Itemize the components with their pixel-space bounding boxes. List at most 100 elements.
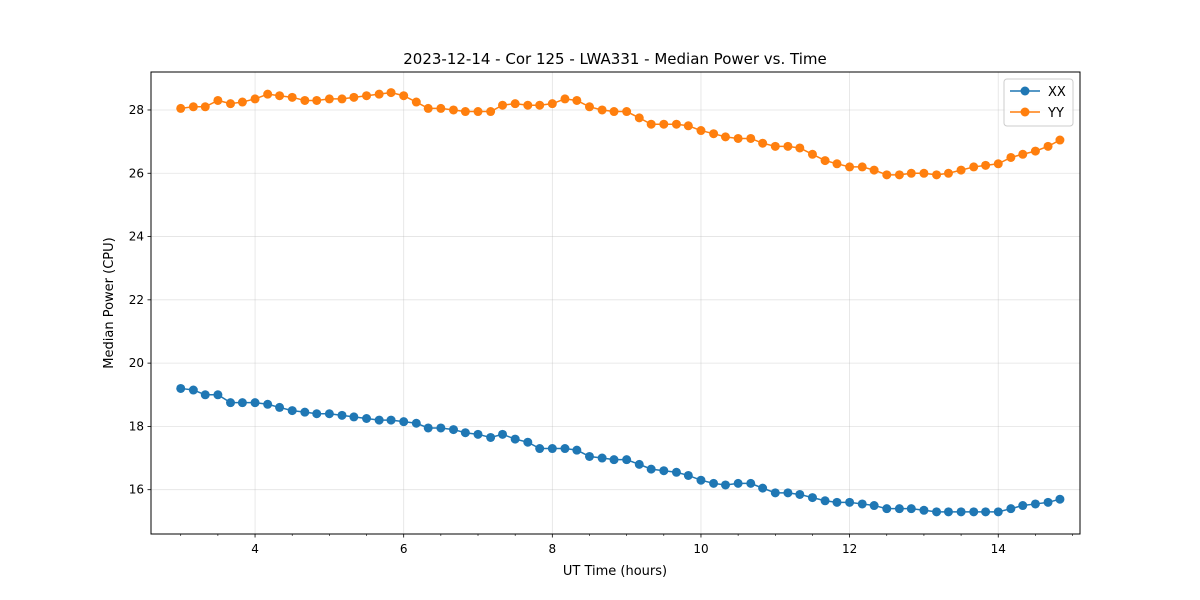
data-point-yy xyxy=(906,168,916,178)
data-point-yy xyxy=(250,94,260,104)
data-point-yy xyxy=(832,159,842,169)
data-point-xx xyxy=(634,459,644,469)
data-point-xx xyxy=(1018,501,1028,511)
data-point-xx xyxy=(436,423,446,433)
data-point-xx xyxy=(287,406,297,416)
data-point-xx xyxy=(399,417,409,427)
axis-ticks: 4 6 8 10 12 14 16 18 20 22 24 26 28 xyxy=(129,103,1073,556)
data-point-xx xyxy=(510,434,520,444)
data-point-yy xyxy=(362,91,372,101)
grid-lines xyxy=(151,72,1080,534)
x-tick-label: 4 xyxy=(251,542,259,556)
data-point-xx xyxy=(213,390,223,400)
data-point-xx xyxy=(869,501,879,511)
data-point-xx xyxy=(993,507,1003,517)
data-point-xx xyxy=(237,398,247,408)
data-point-yy xyxy=(733,133,743,143)
x-tick-label: 8 xyxy=(549,542,557,556)
legend-marker-yy xyxy=(1020,107,1030,117)
data-point-xx xyxy=(783,488,793,498)
data-point-xx xyxy=(263,399,273,409)
data-point-yy xyxy=(634,113,644,123)
data-point-xx xyxy=(720,480,730,490)
data-point-xx xyxy=(560,444,570,454)
chart-title: 2023-12-14 - Cor 125 - LWA331 - Median P… xyxy=(403,50,827,68)
legend-label-xx: XX xyxy=(1048,85,1066,100)
data-point-xx xyxy=(932,507,942,517)
data-point-xx xyxy=(448,425,458,435)
data-point-xx xyxy=(349,412,359,422)
data-point-yy xyxy=(770,141,780,151)
y-tick-label: 22 xyxy=(129,293,144,307)
data-point-xx xyxy=(683,470,693,480)
data-point-xx xyxy=(1043,497,1053,507)
data-point-xx xyxy=(646,464,656,474)
data-point-yy xyxy=(943,168,953,178)
data-point-xx xyxy=(758,483,768,493)
data-point-xx xyxy=(386,415,396,425)
data-point-yy xyxy=(807,149,817,159)
data-point-xx xyxy=(374,415,384,425)
data-point-yy xyxy=(882,170,892,180)
data-point-xx xyxy=(1006,504,1016,514)
data-point-xx xyxy=(857,499,867,509)
data-point-xx xyxy=(460,428,470,438)
data-point-yy xyxy=(845,162,855,172)
data-point-xx xyxy=(622,455,632,465)
data-point-yy xyxy=(1055,135,1065,145)
data-point-yy xyxy=(622,107,632,117)
data-point-xx xyxy=(498,429,508,439)
data-point-yy xyxy=(460,107,470,117)
data-point-yy xyxy=(597,105,607,115)
data-point-xx xyxy=(659,466,669,476)
data-point-xx xyxy=(188,385,198,395)
data-point-xx xyxy=(981,507,991,517)
data-point-yy xyxy=(1030,146,1040,156)
data-point-yy xyxy=(683,121,693,131)
data-point-xx xyxy=(807,493,817,503)
x-tick-label: 10 xyxy=(693,542,708,556)
data-point-yy xyxy=(746,133,756,143)
data-point-yy xyxy=(609,107,619,117)
data-point-yy xyxy=(523,100,533,110)
data-point-yy xyxy=(795,143,805,153)
data-point-yy xyxy=(783,141,793,151)
data-point-yy xyxy=(176,103,186,113)
data-point-xx xyxy=(956,507,966,517)
data-point-yy xyxy=(386,88,396,98)
data-point-xx xyxy=(535,444,545,454)
data-point-yy xyxy=(436,103,446,113)
data-point-yy xyxy=(894,170,904,180)
data-point-xx xyxy=(696,475,706,485)
data-point-yy xyxy=(547,99,557,109)
data-point-yy xyxy=(498,100,508,110)
y-tick-label: 28 xyxy=(129,103,144,117)
data-point-xx xyxy=(882,504,892,514)
data-point-yy xyxy=(263,89,273,99)
data-point-yy xyxy=(226,99,236,109)
x-tick-label: 6 xyxy=(400,542,408,556)
data-point-xx xyxy=(584,451,594,461)
data-point-xx xyxy=(943,507,953,517)
data-point-xx xyxy=(597,453,607,463)
y-axis-label: Median Power (CPU) xyxy=(102,237,117,368)
data-point-xx xyxy=(969,507,979,517)
data-point-yy xyxy=(956,165,966,175)
data-point-xx xyxy=(894,504,904,514)
data-point-yy xyxy=(399,91,409,101)
data-point-xx xyxy=(1055,494,1065,504)
data-point-xx xyxy=(795,489,805,499)
data-point-yy xyxy=(671,119,681,129)
data-point-yy xyxy=(709,129,719,139)
data-point-yy xyxy=(857,162,867,172)
data-point-yy xyxy=(993,159,1003,169)
y-tick-label: 16 xyxy=(129,483,144,497)
x-axis-label: UT Time (hours) xyxy=(563,564,667,579)
data-point-xx xyxy=(1030,499,1040,509)
data-point-xx xyxy=(200,390,210,400)
data-point-xx xyxy=(733,478,743,488)
data-point-yy xyxy=(213,95,223,105)
data-point-xx xyxy=(746,478,756,488)
legend: XX YY xyxy=(1003,78,1074,127)
series-layer xyxy=(176,88,1065,517)
